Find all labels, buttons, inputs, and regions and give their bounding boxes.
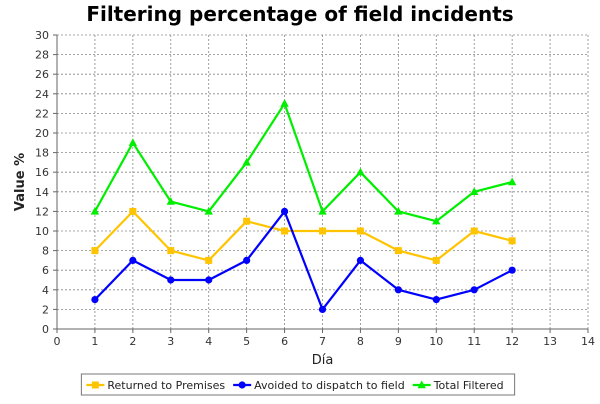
data-point	[318, 206, 327, 215]
y-tick-label: 28	[35, 49, 49, 62]
x-tick-label: 11	[467, 335, 481, 348]
y-tick-label: 12	[35, 205, 49, 218]
y-tick-label: 20	[35, 127, 49, 140]
y-tick-label: 24	[35, 88, 49, 101]
y-tick-label: 4	[42, 284, 49, 297]
data-point	[167, 276, 175, 284]
data-point	[90, 206, 100, 215]
data-point	[432, 296, 440, 304]
x-tick-label: 3	[167, 335, 174, 348]
x-tick-label: 12	[505, 335, 519, 348]
data-point	[508, 266, 516, 274]
legend-item: Returned to Premises	[86, 379, 225, 392]
series-line	[94, 210, 513, 262]
legend: Returned to Premises Avoided to dispatch …	[80, 373, 516, 396]
data-point	[507, 177, 517, 186]
data-point	[167, 247, 175, 255]
data-point	[394, 247, 402, 255]
x-tick-label: 6	[281, 335, 288, 348]
data-point	[319, 227, 326, 235]
data-point	[91, 296, 99, 304]
x-axis-label: Día	[312, 353, 334, 368]
data-point	[470, 227, 478, 235]
data-point	[91, 247, 99, 255]
data-point	[318, 305, 327, 313]
y-tick-label: 22	[35, 107, 49, 120]
series-line	[94, 210, 513, 311]
chart-title: Filtering percentage of field incidents	[86, 2, 514, 26]
data-point	[356, 227, 364, 235]
series-circle-group	[91, 207, 516, 313]
x-tick-label: 14	[581, 335, 595, 348]
data-point	[432, 256, 440, 264]
data-point	[243, 217, 251, 225]
data-point	[204, 206, 213, 215]
series-square-group	[91, 207, 516, 264]
data-point	[394, 286, 402, 294]
legend-marker	[238, 381, 246, 389]
data-point	[280, 207, 289, 215]
data-point	[394, 206, 403, 215]
x-tick-label: 13	[543, 335, 557, 348]
legend-marker	[417, 380, 426, 389]
data-point	[280, 99, 289, 107]
data-point	[356, 256, 365, 264]
data-point	[205, 276, 213, 284]
legend-item: Avoided to dispatch to field	[233, 379, 405, 392]
x-tick-label: 7	[319, 335, 326, 348]
legend-label: Avoided to dispatch to field	[254, 379, 405, 392]
legend-marker	[91, 381, 99, 389]
legend-label: Returned to Premises	[107, 379, 225, 392]
y-tick-label: 8	[42, 245, 49, 258]
data-point	[242, 157, 251, 166]
x-tick-label: 4	[205, 335, 212, 348]
data-point	[281, 227, 289, 235]
legend-item: Total Filtered	[412, 379, 504, 392]
data-point	[470, 187, 479, 195]
x-tick-label: 2	[129, 335, 136, 348]
data-point	[508, 237, 516, 245]
y-tick-label: 0	[42, 323, 49, 336]
data-point	[129, 207, 137, 215]
data-point	[470, 286, 478, 294]
data-point	[356, 167, 365, 176]
y-tick-label: 18	[35, 147, 49, 160]
y-tick-label: 14	[35, 186, 49, 199]
y-tick-label: 16	[35, 166, 49, 179]
data-point	[243, 256, 251, 264]
legend-box	[80, 373, 516, 396]
data-point	[166, 197, 175, 205]
y-tick-label: 10	[35, 225, 49, 238]
x-tick-label: 0	[54, 335, 61, 348]
data-point	[129, 256, 137, 264]
x-tick-label: 8	[357, 335, 364, 348]
series-triangle-group	[90, 99, 517, 225]
data-point	[205, 256, 213, 264]
series-line	[93, 102, 513, 223]
x-tick-label: 10	[429, 335, 443, 348]
x-tick-label: 5	[243, 335, 250, 348]
y-tick-label: 2	[42, 303, 49, 316]
x-tick-label: 9	[395, 335, 402, 348]
data-point	[128, 138, 138, 146]
x-tick-label: 1	[91, 335, 98, 348]
y-tick-label: 30	[35, 29, 49, 42]
data-point	[432, 216, 441, 225]
legend-label: Total Filtered	[433, 379, 504, 392]
y-axis-label: Value %	[13, 153, 28, 211]
y-tick-label: 26	[35, 68, 49, 81]
y-tick-label: 6	[42, 264, 49, 277]
